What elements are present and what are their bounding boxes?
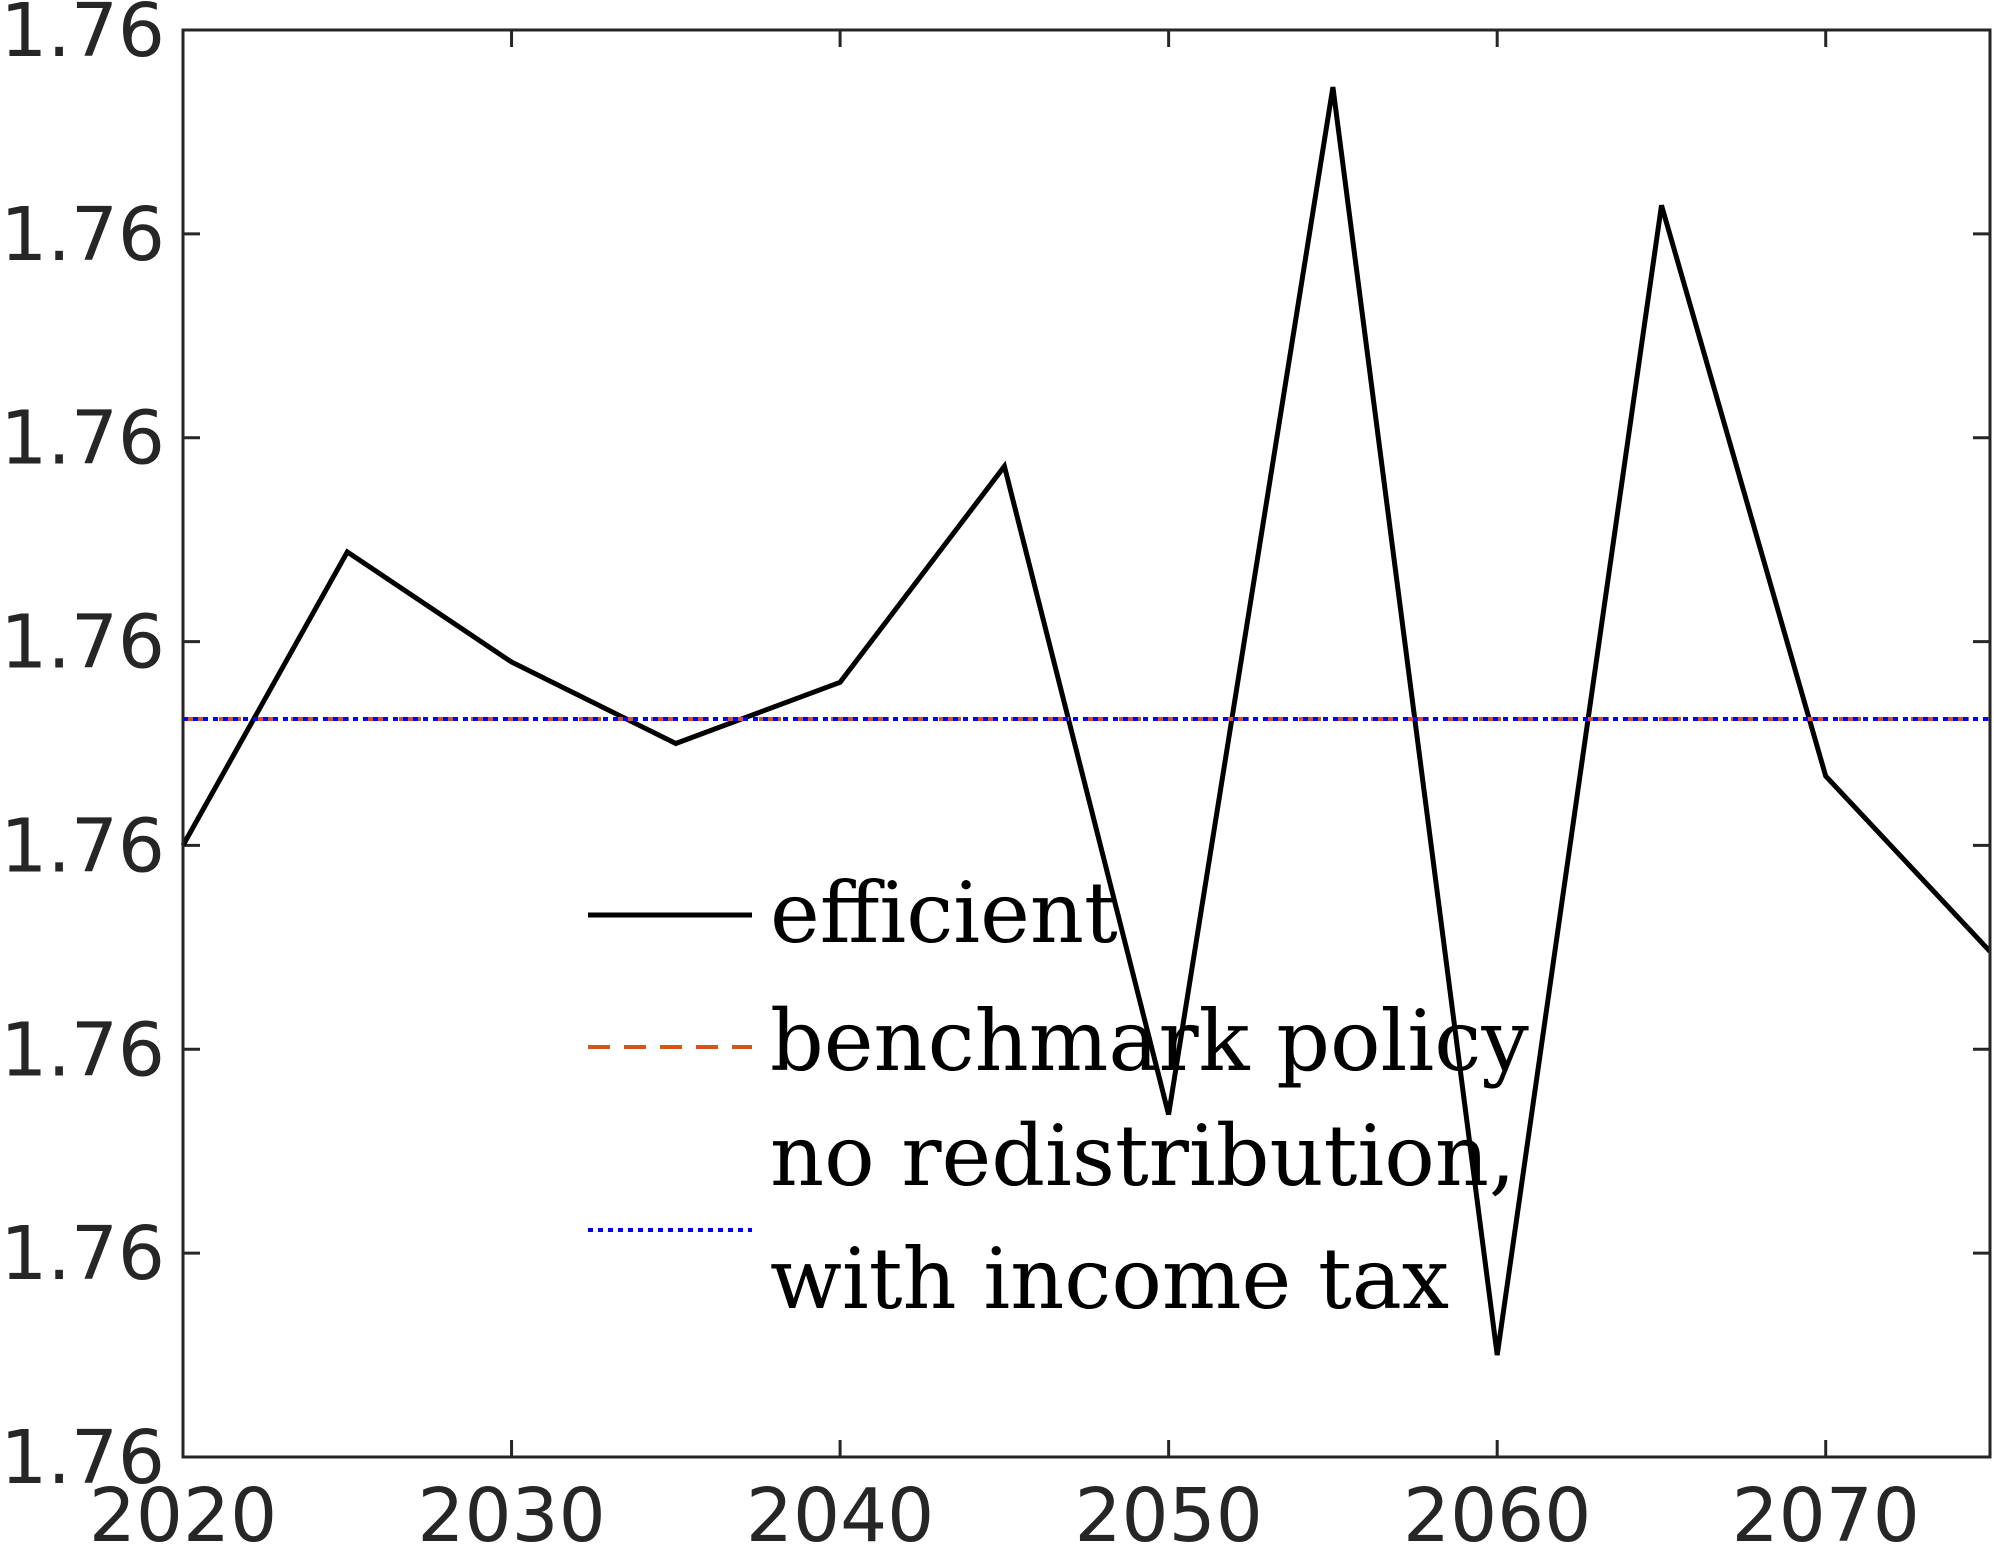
- series-lines: [180, 86, 1992, 1356]
- y-tick-label: 1.76: [0, 1007, 165, 1093]
- x-tick-labels: 2020 2030 2040 2050 2060 2070: [89, 1473, 1920, 1554]
- series-line-efficient: [180, 86, 1992, 1356]
- x-tick-label: 2020: [89, 1473, 277, 1554]
- x-tick-label: 2050: [1074, 1473, 1262, 1554]
- x-tick-label: 2040: [746, 1473, 934, 1554]
- y-tick-label: 1.76: [0, 1415, 165, 1501]
- y-tick-label: 1.76: [0, 0, 165, 74]
- plot-frame: [181, 28, 1992, 1459]
- y-tick-label: 1.76: [0, 192, 165, 278]
- x-tick-label: 2070: [1732, 1473, 1920, 1554]
- y-tick-label: 1.76: [0, 600, 165, 686]
- legend-label: benchmark policy: [770, 992, 1529, 1090]
- y-tick-label: 1.76: [0, 803, 165, 889]
- y-tick-label: 1.76: [0, 1211, 165, 1297]
- y-tick-labels: 1.76 1.76 1.76 1.76 1.76 1.76 1.76 1.76: [0, 0, 165, 1501]
- legend: efficient benchmark policy no redistributi…: [588, 864, 1529, 1328]
- x-tick-label: 2030: [417, 1473, 605, 1554]
- legend-label: with income tax: [770, 1230, 1449, 1328]
- y-tick-label: 1.76: [0, 396, 165, 482]
- legend-label: efficient: [770, 864, 1118, 962]
- legend-label: no redistribution,: [770, 1107, 1516, 1205]
- x-tick-label: 2060: [1403, 1473, 1591, 1554]
